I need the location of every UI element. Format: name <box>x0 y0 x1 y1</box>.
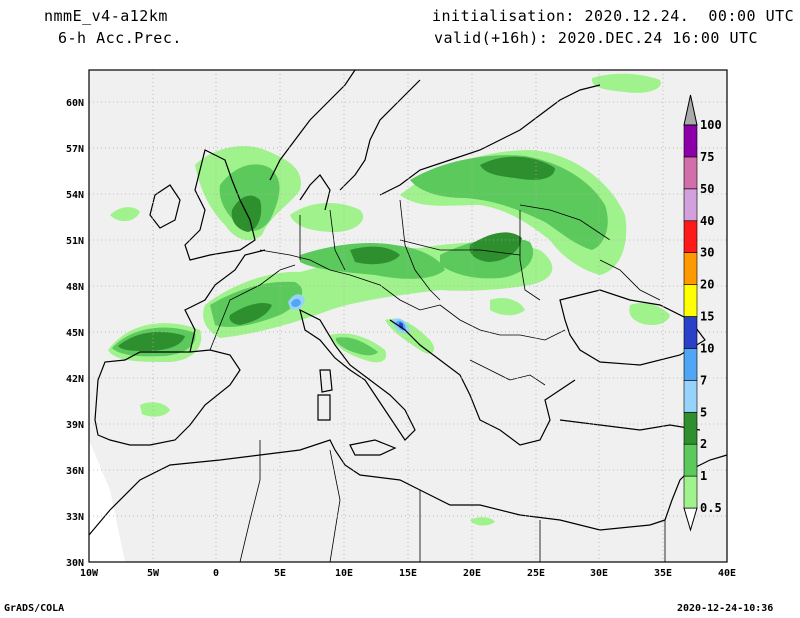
legend-label: 7 <box>700 373 707 387</box>
legend-overflow-arrow <box>683 94 698 126</box>
lon-label: 20E <box>463 568 481 579</box>
legend-swatch <box>683 411 698 445</box>
lon-label: 0 <box>213 568 219 579</box>
legend-label: 100 <box>700 118 722 132</box>
legend-label: 2 <box>700 437 707 451</box>
lon-label: 30E <box>590 568 608 579</box>
lat-label: 57N <box>66 144 84 155</box>
lon-label: 25E <box>527 568 545 579</box>
legend-swatch <box>683 156 698 190</box>
legend-swatch <box>683 475 698 509</box>
legend-label: 15 <box>700 310 714 324</box>
software-credit: GrADS/COLA <box>4 603 65 614</box>
legend-swatch <box>683 380 698 413</box>
model-name: nmmE_v4-a12km <box>44 7 168 25</box>
render-timestamp: 2020-12-24-10:36 <box>677 603 774 614</box>
country-borders <box>209 199 666 563</box>
lat-label: 33N <box>66 512 84 523</box>
color-legend: 0.5 1 2 5 7 10 15 20 30 40 50 75 100 <box>683 94 722 532</box>
lat-label: 30N <box>66 558 84 569</box>
lon-label: 5W <box>147 568 160 579</box>
legend-swatch <box>683 443 698 477</box>
legend-label: 50 <box>700 182 714 196</box>
legend-label: 1 <box>700 469 707 483</box>
lon-label: 10W <box>80 568 99 579</box>
legend-swatch <box>683 348 698 381</box>
lon-label: 5E <box>274 568 286 579</box>
lat-label: 60N <box>66 98 84 109</box>
init-time: initialisation: 2020.12.24. 00:00 UTC <box>432 7 795 25</box>
legend-label: 30 <box>700 246 714 260</box>
lon-label: 40E <box>718 568 736 579</box>
precipitation-field <box>108 73 670 526</box>
legend-swatch <box>683 124 698 158</box>
latitude-labels: 30N 33N 36N 39N 42N 45N 48N 51N 54N 57N … <box>66 98 84 569</box>
lat-label: 51N <box>66 236 84 247</box>
legend-swatch <box>683 252 698 285</box>
lon-label: 10E <box>335 568 353 579</box>
lat-label: 36N <box>66 466 84 477</box>
legend-label: 20 <box>700 278 714 292</box>
lon-label: 15E <box>399 568 417 579</box>
lat-label: 39N <box>66 420 84 431</box>
legend-label: 10 <box>700 341 714 355</box>
legend-swatch <box>683 220 698 253</box>
map-background <box>89 70 727 562</box>
lon-label: 35E <box>654 568 672 579</box>
legend-label: 40 <box>700 214 714 228</box>
lat-label: 54N <box>66 190 84 201</box>
lat-label: 42N <box>66 374 84 385</box>
out-of-domain <box>89 440 125 562</box>
legend-swatch <box>683 284 698 317</box>
valid-time: valid(+16h): 2020.DEC.24 16:00 UTC <box>434 29 759 47</box>
map-frame-border <box>88 69 728 563</box>
coastlines <box>88 69 728 536</box>
legend-label: 75 <box>700 150 714 164</box>
longitude-labels: 10W 5W 0 5E 10E 15E 20E 25E 30E 35E 40E <box>80 568 736 579</box>
lat-label: 48N <box>66 282 84 293</box>
legend-label: 5 <box>700 405 707 419</box>
legend-swatch <box>683 316 698 349</box>
legend-swatch <box>683 188 698 222</box>
field-name: 6-h Acc.Prec. <box>58 29 182 47</box>
lat-label: 45N <box>66 328 84 339</box>
legend-label: 0.5 <box>700 501 722 515</box>
